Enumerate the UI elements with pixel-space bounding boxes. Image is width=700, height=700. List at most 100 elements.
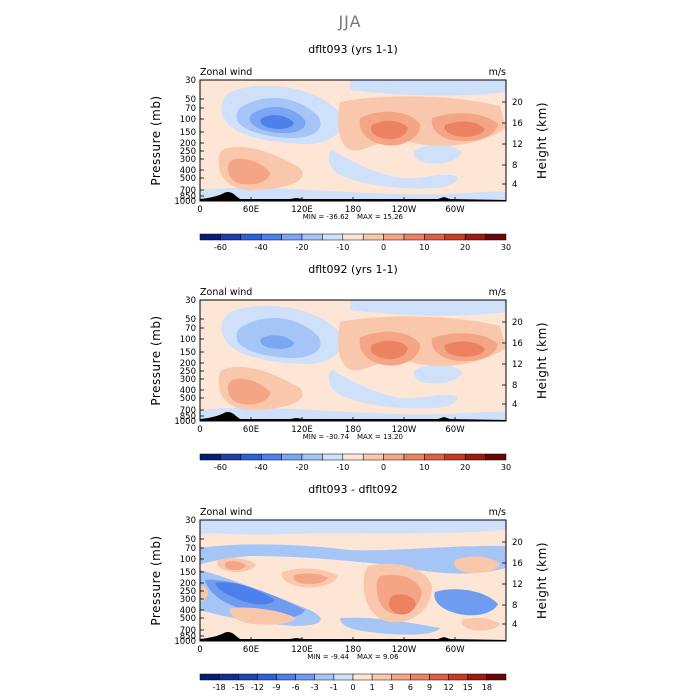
- colorbar-swatch: [257, 673, 277, 681]
- contour-region: [444, 341, 485, 357]
- colorbar-swatch: [383, 453, 405, 461]
- x-tick-label: 180: [345, 425, 361, 435]
- colorbar-swatch: [240, 453, 262, 461]
- y-tick-label: 1000: [174, 637, 196, 647]
- colorbar-swatch: [238, 673, 258, 681]
- colorbar-label: -18: [213, 683, 226, 692]
- colorbar-label: -20: [295, 243, 308, 252]
- x-tick-label: 120E: [291, 645, 313, 655]
- x-tick-label: 0: [197, 205, 202, 215]
- y2-tick-label: 8: [512, 161, 517, 171]
- y-tick-label: 500: [180, 174, 196, 184]
- colorbar-swatch: [424, 233, 446, 241]
- colorbar-label: 0: [381, 243, 386, 252]
- x-tick-label: 60E: [243, 645, 259, 655]
- contour-region: [413, 364, 462, 384]
- colorbar-swatch: [199, 673, 220, 681]
- panel-left-label: Zonal wind: [200, 507, 252, 518]
- colorbar-swatch: [424, 453, 446, 461]
- y-tick-label: 150: [180, 348, 196, 358]
- y2-tick-label: 16: [512, 559, 523, 569]
- y2-axis-label: Height (km): [535, 322, 549, 399]
- y-tick-label: 100: [180, 335, 196, 345]
- colorbar-label: 10: [419, 463, 429, 472]
- x-tick-label: 60E: [243, 425, 259, 435]
- panel-2: dflt092 (yrs 1-1)Zonal wind m/s3050701001…: [149, 263, 549, 472]
- panel-title: dflt092 (yrs 1-1): [308, 263, 398, 276]
- contour-region: [228, 158, 270, 185]
- colorbar-label: -1: [330, 683, 338, 692]
- colorbar-swatch: [444, 453, 466, 461]
- y-tick-label: 70: [185, 324, 196, 334]
- panel-units-label: m/s: [489, 67, 506, 78]
- colorbar-label: 0: [350, 683, 355, 692]
- colorbar-label: -60: [214, 243, 227, 252]
- contour-region: [228, 378, 270, 405]
- y-tick-label: 850: [180, 412, 196, 422]
- colorbar-swatch: [362, 233, 384, 241]
- y-tick-label: 400: [180, 386, 196, 396]
- y-tick-label: 1000: [174, 417, 196, 427]
- colorbar-swatch: [485, 233, 507, 241]
- colorbar-label: 3: [389, 683, 394, 692]
- min-label: MIN = -9.44: [307, 653, 349, 661]
- contour-region: [340, 617, 440, 635]
- max-label: MAX = 15.26: [357, 213, 404, 221]
- colorbar-label: 18: [482, 683, 492, 692]
- colorbar-label: 20: [460, 463, 470, 472]
- x-tick-label: 180: [345, 205, 361, 215]
- y-tick-label: 1000: [174, 197, 196, 207]
- contour-region: [200, 544, 506, 574]
- y-tick-label: 250: [180, 587, 196, 597]
- colorbar-label: 15: [463, 683, 473, 692]
- min-label: MIN = -36.62: [303, 213, 349, 221]
- y-tick-label: 30: [185, 76, 196, 86]
- colorbar-swatch: [281, 453, 303, 461]
- colorbar-swatch: [301, 233, 323, 241]
- y2-tick-label: 12: [512, 580, 523, 590]
- colorbar-label: -15: [232, 683, 245, 692]
- colorbar-label: 30: [501, 463, 511, 472]
- y2-tick-label: 8: [512, 381, 517, 391]
- y2-tick-label: 16: [512, 119, 523, 129]
- x-tick-label: 120W: [392, 205, 417, 215]
- y-tick-label: 300: [180, 595, 196, 605]
- y-axis-label: Pressure (mb): [149, 315, 163, 405]
- colorbar-swatch: [220, 233, 242, 241]
- colorbar-label: 30: [501, 243, 511, 252]
- y2-axis-label: Height (km): [535, 542, 549, 619]
- colorbar-label: 10: [419, 243, 429, 252]
- panel-left-label: Zonal wind: [200, 67, 252, 78]
- colorbar: -18 -15 -12 -9 -6 -3 -1 0 1 3 6 9 12 15 18: [199, 673, 507, 692]
- contour-region: [350, 300, 506, 316]
- x-tick-label: 0: [197, 645, 202, 655]
- colorbar-swatch: [220, 453, 242, 461]
- y2-tick-label: 20: [512, 538, 523, 548]
- y-tick-label: 200: [180, 139, 196, 149]
- colorbar-swatch: [371, 673, 392, 681]
- colorbar-label: -12: [251, 683, 264, 692]
- y-tick-label: 30: [185, 296, 196, 306]
- colorbar-swatch: [342, 453, 364, 461]
- colorbar-swatch: [464, 233, 486, 241]
- y-axis-label: Pressure (mb): [149, 535, 163, 625]
- y-tick-label: 250: [180, 367, 196, 377]
- y2-tick-label: 4: [512, 620, 517, 630]
- contour-region: [328, 150, 458, 189]
- max-label: MAX = 9.06: [357, 653, 399, 661]
- panel-units-label: m/s: [489, 507, 506, 518]
- colorbar-swatch: [314, 673, 335, 681]
- panel-left-label: Zonal wind: [200, 287, 252, 298]
- colorbar-label: -40: [255, 463, 268, 472]
- y-tick-label: 100: [180, 115, 196, 125]
- colorbar-label: -3: [311, 683, 319, 692]
- colorbar-label: 6: [408, 683, 413, 692]
- colorbar-swatch: [301, 453, 323, 461]
- contour-region: [370, 340, 408, 360]
- colorbar-swatch: [333, 673, 354, 681]
- contour-region: [200, 585, 208, 602]
- colorbar-label: 20: [460, 243, 470, 252]
- y-tick-label: 500: [180, 614, 196, 624]
- colorbar-swatch: [199, 453, 221, 461]
- x-tick-label: 0: [197, 425, 202, 435]
